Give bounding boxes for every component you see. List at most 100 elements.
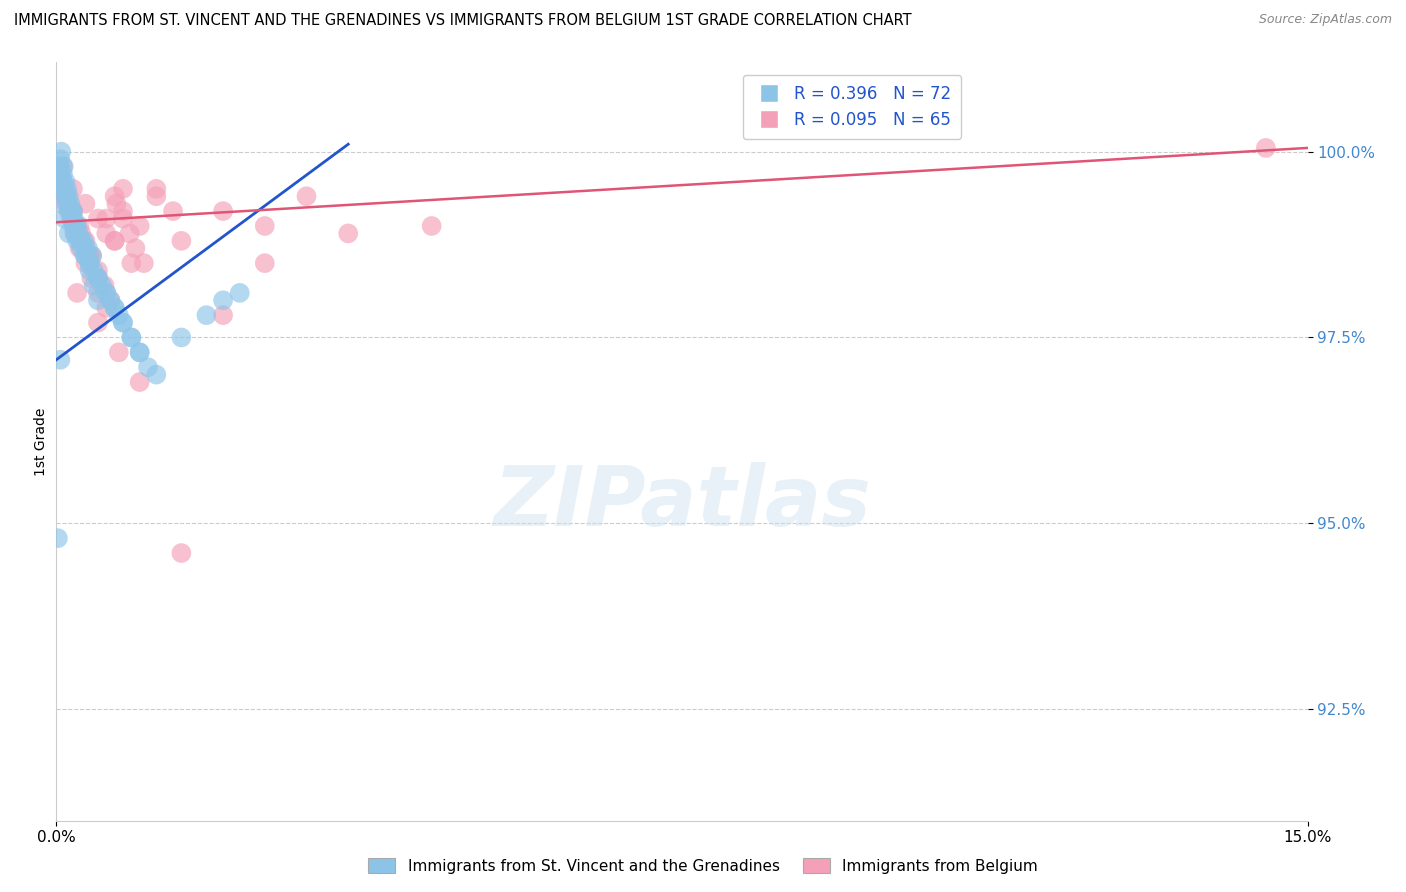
Point	[96, 285, 118, 300]
Point	[75, 234, 97, 248]
Point	[70, 241, 93, 255]
Point	[66, 234, 89, 248]
Point	[55, 196, 77, 211]
Point	[145, 182, 167, 196]
Point	[62, 219, 84, 233]
Point	[60, 211, 83, 226]
Point	[87, 271, 110, 285]
Point	[75, 241, 97, 255]
Point	[51, 174, 73, 188]
Point	[63, 227, 86, 241]
Point	[62, 182, 84, 196]
Point	[80, 271, 103, 285]
Point	[87, 316, 110, 330]
Point	[77, 241, 100, 255]
Point	[111, 182, 134, 196]
Point	[212, 204, 235, 219]
Point	[162, 204, 184, 219]
Point	[145, 189, 167, 203]
Point	[60, 211, 83, 226]
Point	[104, 301, 127, 315]
Point	[49, 174, 72, 188]
Point	[118, 227, 141, 241]
Point	[58, 227, 80, 241]
Point	[49, 167, 72, 181]
Point	[79, 256, 101, 270]
Point	[51, 196, 73, 211]
Point	[52, 160, 75, 174]
Point	[69, 234, 91, 248]
Point	[83, 278, 105, 293]
Legend: R = 0.396   N = 72, R = 0.095   N = 65: R = 0.396 N = 72, R = 0.095 N = 65	[742, 75, 962, 139]
Point	[120, 330, 142, 344]
Point	[48, 182, 70, 196]
Point	[49, 152, 72, 166]
Point	[51, 174, 73, 188]
Point	[87, 211, 110, 226]
Point	[295, 189, 318, 203]
Point	[79, 256, 101, 270]
Point	[120, 330, 142, 344]
Point	[253, 219, 276, 233]
Point	[69, 241, 91, 255]
Point	[56, 182, 79, 196]
Point	[91, 278, 114, 293]
Point	[66, 219, 89, 233]
Point	[55, 174, 77, 188]
Point	[49, 352, 72, 367]
Point	[87, 271, 110, 285]
Point	[69, 219, 91, 233]
Point	[83, 263, 105, 277]
Point	[46, 531, 69, 545]
Point	[52, 160, 75, 174]
Point	[53, 189, 76, 203]
Point	[66, 219, 89, 233]
Point	[56, 189, 79, 203]
Text: ZIPatlas: ZIPatlas	[494, 462, 870, 542]
Point	[46, 167, 69, 181]
Text: IMMIGRANTS FROM ST. VINCENT AND THE GRENADINES VS IMMIGRANTS FROM BELGIUM 1ST GR: IMMIGRANTS FROM ST. VINCENT AND THE GREN…	[14, 13, 911, 29]
Point	[75, 249, 97, 263]
Point	[55, 189, 77, 203]
Point	[132, 256, 155, 270]
Point	[87, 263, 110, 277]
Point	[79, 249, 101, 263]
Point	[82, 249, 104, 263]
Point	[75, 256, 97, 270]
Point	[212, 308, 235, 322]
Point	[105, 196, 128, 211]
Point	[128, 375, 150, 389]
Point	[170, 234, 193, 248]
Point	[59, 196, 82, 211]
Point	[111, 211, 134, 226]
Point	[66, 285, 89, 300]
Point	[96, 227, 118, 241]
Point	[75, 196, 97, 211]
Point	[87, 293, 110, 308]
Point	[73, 234, 96, 248]
Point	[100, 293, 122, 308]
Point	[60, 204, 83, 219]
Point	[229, 285, 252, 300]
Point	[58, 204, 80, 219]
Point	[124, 241, 146, 255]
Point	[70, 227, 93, 241]
Point	[58, 204, 80, 219]
Point	[51, 174, 73, 188]
Point	[62, 211, 84, 226]
Point	[195, 308, 218, 322]
Point	[108, 308, 131, 322]
Point	[170, 330, 193, 344]
Point	[104, 301, 127, 315]
Point	[111, 316, 134, 330]
Point	[93, 278, 115, 293]
Point	[53, 189, 76, 203]
Point	[67, 227, 90, 241]
Point	[51, 145, 73, 159]
Point	[111, 204, 134, 219]
Point	[79, 249, 101, 263]
Point	[82, 249, 104, 263]
Point	[48, 160, 70, 174]
Point	[62, 204, 84, 219]
Point	[108, 345, 131, 359]
